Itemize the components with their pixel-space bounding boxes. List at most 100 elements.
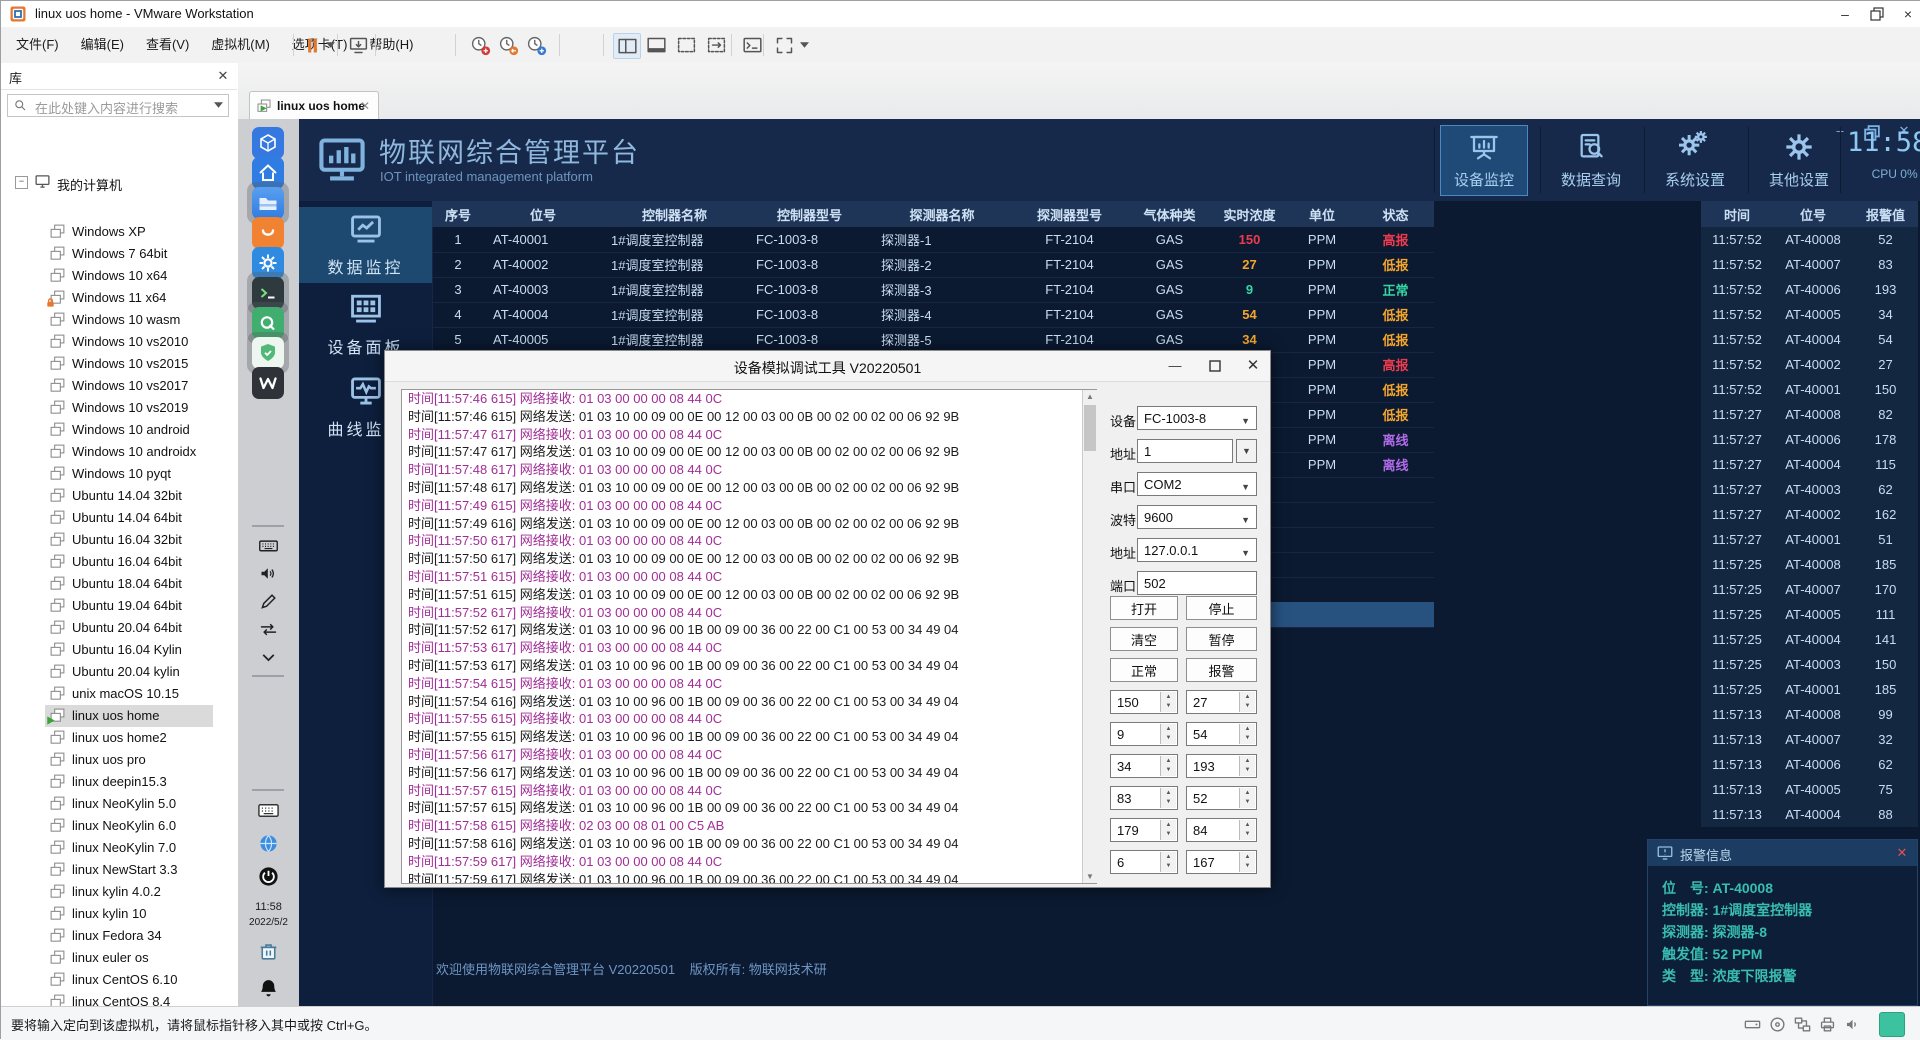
address-dropdown-button[interactable]: ▼ bbox=[1236, 439, 1257, 463]
scroll-thumb[interactable] bbox=[1084, 405, 1096, 451]
dock-volume-icon[interactable] bbox=[258, 563, 279, 584]
vm-list-item[interactable]: linux NeoKylin 6.0 bbox=[1, 815, 237, 837]
enter-unity-button[interactable] bbox=[703, 33, 729, 57]
vm-list-item[interactable]: Windows 7 64bit bbox=[1, 243, 237, 265]
vm-list-item[interactable]: Ubuntu 16.04 64bit bbox=[1, 551, 237, 573]
value-spinner[interactable]: 9▲▼ bbox=[1110, 722, 1178, 746]
table-row[interactable]: 1AT-400011#调度室控制器FC-1003-8探测器-1FT-2104GA… bbox=[432, 227, 1434, 253]
pause-options-button[interactable] bbox=[323, 33, 337, 57]
menu-item-2[interactable]: 编辑(E) bbox=[70, 27, 135, 63]
spinner-arrows[interactable]: ▲▼ bbox=[1160, 852, 1176, 872]
vm-list-item[interactable]: linux kylin 4.0.2 bbox=[1, 881, 237, 903]
dock-keyboard-icon[interactable] bbox=[258, 535, 279, 556]
alarm-row[interactable]: 11:57:27AT-4000362 bbox=[1701, 477, 1918, 504]
scroll-up-icon[interactable]: ▲ bbox=[1084, 390, 1096, 403]
vm-list-item[interactable]: linux deepin15.3 bbox=[1, 771, 237, 793]
library-close-icon[interactable]: ✕ bbox=[213, 66, 233, 86]
alarm-row[interactable]: 11:57:52AT-4000534 bbox=[1701, 302, 1918, 329]
tab-close-icon[interactable]: ✕ bbox=[358, 98, 372, 114]
dock-launcher-icon[interactable] bbox=[252, 127, 284, 159]
alarm-row[interactable]: 11:57:25AT-40001185 bbox=[1701, 677, 1918, 704]
baud-select[interactable]: 9600▼ bbox=[1137, 505, 1257, 529]
manage-snapshots-button[interactable] bbox=[523, 33, 549, 57]
vm-list-item[interactable]: Windows 10 wasm bbox=[1, 309, 237, 331]
vm-list-item[interactable]: linux NewStart 3.3 bbox=[1, 859, 237, 881]
spinner-arrows[interactable]: ▲▼ bbox=[1160, 788, 1176, 808]
vm-list-item[interactable]: unix macOS 10.15 bbox=[1, 683, 237, 705]
spinner-arrows[interactable]: ▲▼ bbox=[1239, 692, 1255, 712]
alarm-row[interactable]: 11:57:13AT-4000899 bbox=[1701, 702, 1918, 729]
vm-list-item[interactable]: Windows 10 android bbox=[1, 419, 237, 441]
vm-list-item[interactable]: linux uos pro bbox=[1, 749, 237, 771]
vm-tab-linux-uos-home[interactable]: linux uos home ✕ bbox=[249, 91, 379, 120]
header-tab-数据查询[interactable]: 数据查询 bbox=[1547, 125, 1635, 196]
window-restore-button[interactable] bbox=[1862, 3, 1892, 25]
header-tab-其他设置[interactable]: 其他设置 bbox=[1755, 125, 1843, 196]
dock-switch-icon[interactable] bbox=[258, 619, 279, 640]
vm-list-item[interactable]: Windows 10 vs2015 bbox=[1, 353, 237, 375]
window-close-button[interactable]: × bbox=[1893, 3, 1920, 25]
dock-store-icon[interactable] bbox=[252, 217, 284, 249]
vm-list-item[interactable]: linux CentOS 8.4 bbox=[1, 991, 237, 1006]
nav-item-设备面板[interactable]: 设备面板 bbox=[299, 293, 432, 357]
menu-item-4[interactable]: 虚拟机(M) bbox=[200, 27, 281, 63]
header-tab-系统设置[interactable]: 系统设置 bbox=[1651, 125, 1739, 196]
port-input[interactable]: 502 bbox=[1137, 571, 1257, 595]
dock-pen-icon[interactable] bbox=[258, 591, 279, 612]
dock-network-globe-icon[interactable] bbox=[257, 832, 280, 855]
报警-button[interactable]: 报警 bbox=[1186, 658, 1257, 682]
window-minimize-button[interactable]: – bbox=[1830, 3, 1860, 25]
search-dropdown-icon[interactable] bbox=[214, 102, 223, 108]
value-spinner[interactable]: 27▲▼ bbox=[1186, 690, 1257, 714]
spinner-arrows[interactable]: ▲▼ bbox=[1160, 724, 1176, 744]
dialog-minimize-icon[interactable]: — bbox=[1160, 353, 1190, 379]
vm-list-item[interactable]: Ubuntu 14.04 64bit bbox=[1, 507, 237, 529]
dock-input-method-icon[interactable] bbox=[257, 799, 280, 822]
send-ctrl-alt-del-button[interactable] bbox=[345, 33, 371, 57]
vm-list-item[interactable]: Windows 10 vs2019 bbox=[1, 397, 237, 419]
vm-list-item[interactable]: linux CentOS 6.10 bbox=[1, 969, 237, 991]
spinner-arrows[interactable]: ▲▼ bbox=[1239, 724, 1255, 744]
暂停-button[interactable]: 暂停 bbox=[1186, 627, 1257, 651]
vm-list-item[interactable]: Windows 10 vs2017 bbox=[1, 375, 237, 397]
vm-list-item[interactable]: Windows 10 x64 bbox=[1, 265, 237, 287]
value-spinner[interactable]: 83▲▼ bbox=[1110, 786, 1178, 810]
dialog-maximize-icon[interactable] bbox=[1200, 353, 1230, 379]
dock-power-icon[interactable] bbox=[257, 865, 280, 888]
alarm-row[interactable]: 11:57:25AT-40004141 bbox=[1701, 627, 1918, 654]
alarm-row[interactable]: 11:57:27AT-40002162 bbox=[1701, 502, 1918, 529]
header-tab-设备监控[interactable]: 设备监控 bbox=[1440, 125, 1528, 196]
alarm-row[interactable]: 11:57:27AT-40006178 bbox=[1701, 427, 1918, 454]
tree-root-my-computer[interactable]: − 我的计算机 bbox=[1, 147, 237, 169]
dialog-titlebar[interactable]: 设备模拟调试工具 V20220501 — ✕ bbox=[385, 351, 1270, 382]
tree-collapse-icon[interactable]: − bbox=[15, 176, 28, 189]
vm-list-item[interactable]: linux uos home bbox=[1, 705, 237, 727]
table-row[interactable]: 2AT-400021#调度室控制器FC-1003-8探测器-2FT-2104GA… bbox=[432, 252, 1434, 278]
vm-list-item[interactable]: Ubuntu 16.04 32bit bbox=[1, 529, 237, 551]
status-hard-disk-icon[interactable] bbox=[1743, 1015, 1762, 1034]
vm-list-item[interactable]: Windows XP bbox=[1, 221, 237, 243]
value-spinner[interactable]: 150▲▼ bbox=[1110, 690, 1178, 714]
serial-port-select[interactable]: COM2▼ bbox=[1137, 472, 1257, 496]
enter-fullscreen-button[interactable] bbox=[673, 33, 699, 57]
value-spinner[interactable]: 167▲▼ bbox=[1186, 850, 1257, 874]
status-network-adapter-icon[interactable] bbox=[1793, 1015, 1812, 1034]
alarm-row[interactable]: 11:57:27AT-40004115 bbox=[1701, 452, 1918, 479]
value-spinner[interactable]: 193▲▼ bbox=[1186, 754, 1257, 778]
vm-list-item[interactable]: Windows 10 pyqt bbox=[1, 463, 237, 485]
spinner-arrows[interactable]: ▲▼ bbox=[1239, 852, 1255, 872]
alarm-row[interactable]: 11:57:27AT-4000882 bbox=[1701, 402, 1918, 429]
dock-wps-icon[interactable] bbox=[252, 367, 284, 399]
value-spinner[interactable]: 54▲▼ bbox=[1186, 722, 1257, 746]
spinner-arrows[interactable]: ▲▼ bbox=[1239, 820, 1255, 840]
pause-vm-button[interactable] bbox=[299, 33, 325, 57]
vm-list-item[interactable]: Ubuntu 14.04 32bit bbox=[1, 485, 237, 507]
comm-log[interactable]: 时间[11:57:46 615] 网络接收: 01 03 00 00 00 08… bbox=[401, 389, 1097, 884]
dock-chevron-down-icon[interactable] bbox=[258, 647, 279, 668]
alarm-row[interactable]: 11:57:52AT-40001150 bbox=[1701, 377, 1918, 404]
vm-list-item[interactable]: linux euler os bbox=[1, 947, 237, 969]
alarm-row[interactable]: 11:57:52AT-4000852 bbox=[1701, 227, 1918, 254]
vm-list-item[interactable]: Ubuntu 20.04 kylin bbox=[1, 661, 237, 683]
vm-list-item[interactable]: linux uos home2 bbox=[1, 727, 237, 749]
value-spinner[interactable]: 52▲▼ bbox=[1186, 786, 1257, 810]
